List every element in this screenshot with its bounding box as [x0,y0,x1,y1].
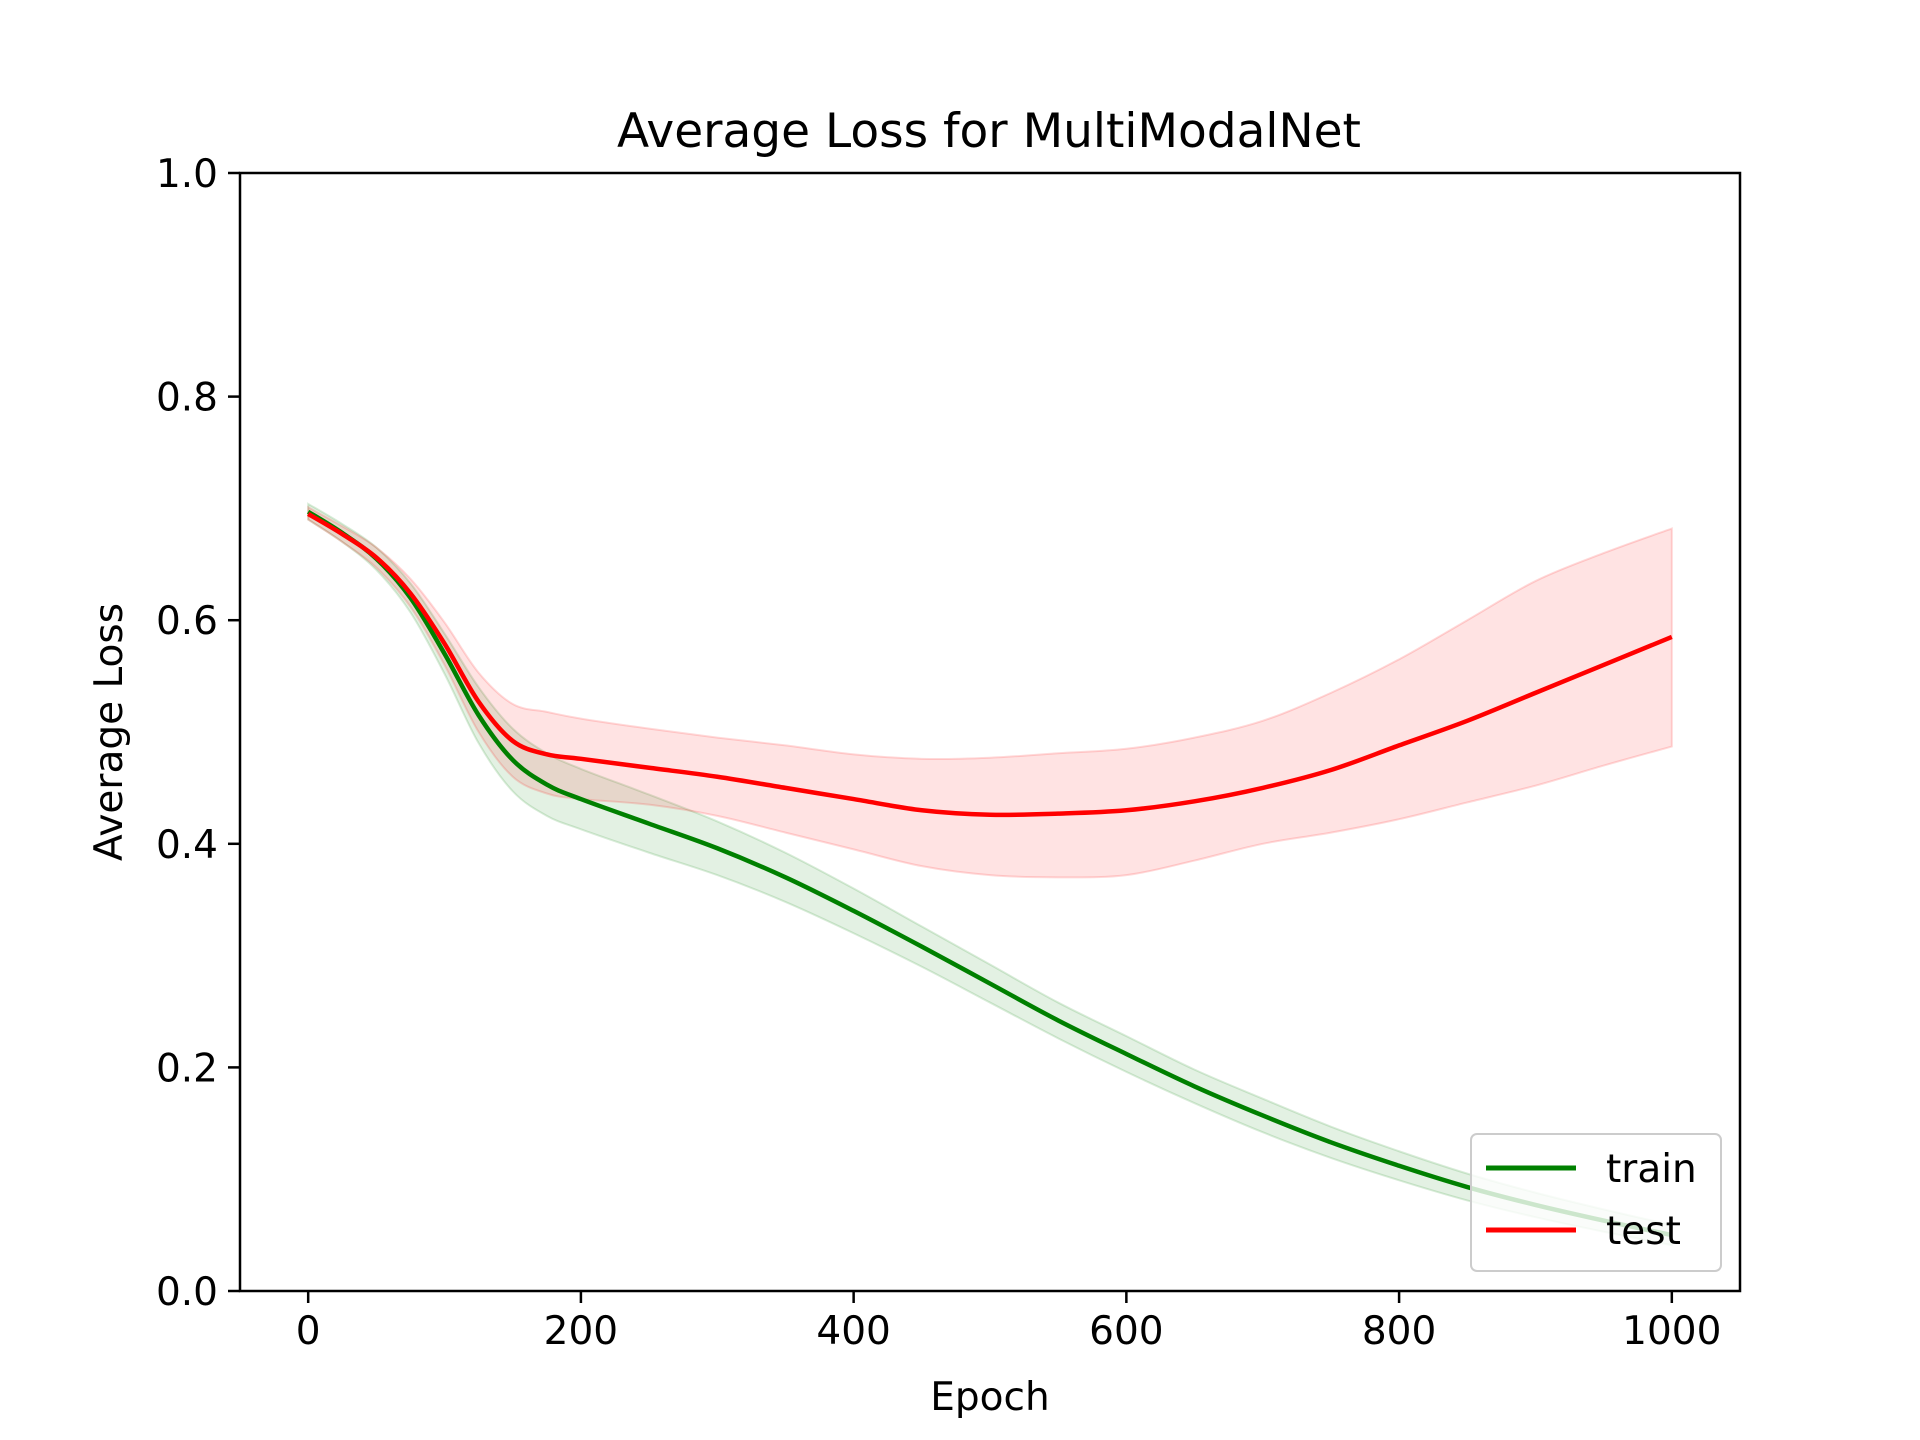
x-axis-label: Epoch [930,1375,1049,1420]
x-tick-label: 800 [1362,1309,1436,1354]
y-tick-label: 1.0 [156,152,218,197]
y-tick-label: 0.0 [156,1270,218,1315]
y-tick-label: 0.6 [156,599,218,644]
x-tick-label: 400 [816,1309,890,1354]
x-tick-label: 0 [296,1309,321,1354]
plot-frame [238,171,1742,1293]
y-tick-label: 0.2 [156,1046,218,1091]
legend-label-train: train [1606,1147,1697,1192]
confidence-bands [307,502,1673,1247]
x-axis-ticks: 0 200 400 600 800 1000 [296,1291,1721,1354]
line-test [307,512,1673,818]
x-tick-label: 1000 [1622,1309,1721,1354]
y-axis-label: Average Loss [87,603,132,861]
legend-label-test: test [1606,1209,1681,1254]
x-tick-label: 600 [1089,1309,1163,1354]
line-train [306,509,1673,1238]
chart-title: Average Loss for MultiModalNet [617,104,1361,159]
y-tick-label: 0.8 [156,376,218,421]
y-axis-ticks: 0.0 0.2 0.4 0.6 0.8 1.0 [156,152,240,1315]
x-tick-label: 200 [544,1309,618,1354]
series-lines [306,509,1673,1238]
band-test [307,505,1673,879]
legend: train test [1470,1133,1722,1272]
y-tick-label: 0.4 [156,823,218,868]
